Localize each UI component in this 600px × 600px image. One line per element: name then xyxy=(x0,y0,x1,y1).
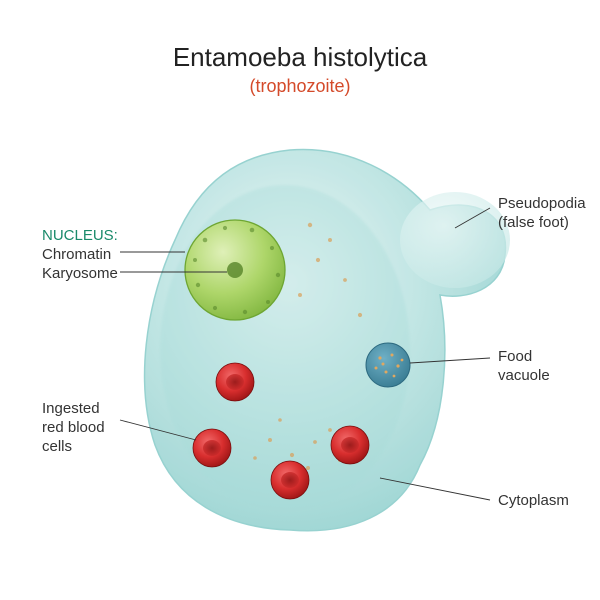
main-title: Entamoeba histolytica xyxy=(0,42,600,73)
karyosome xyxy=(227,262,243,278)
pseudopodia xyxy=(400,192,510,288)
pseudopodia-label: Pseudopodia (false foot) xyxy=(498,195,586,233)
chromatin-label: Chromatin xyxy=(42,246,118,265)
nucleus xyxy=(185,220,285,320)
cytoplasm-label: Cytoplasm xyxy=(498,492,569,511)
food-vacuole-label: Food vacuole xyxy=(498,348,550,386)
cell-body xyxy=(145,149,510,530)
ingested-rbc-label: Ingested red blood cells xyxy=(42,400,105,456)
rbc xyxy=(193,429,231,467)
food-vacuole xyxy=(366,343,410,387)
rbc xyxy=(216,363,254,401)
nucleus-header: NUCLEUS: xyxy=(42,227,118,246)
rbc xyxy=(331,426,369,464)
karyosome-label: Karyosome xyxy=(42,265,118,284)
rbc xyxy=(271,461,309,499)
subtitle: (trophozoite) xyxy=(0,76,600,97)
nucleus-label-group: NUCLEUS: Chromatin Karyosome xyxy=(42,227,118,283)
